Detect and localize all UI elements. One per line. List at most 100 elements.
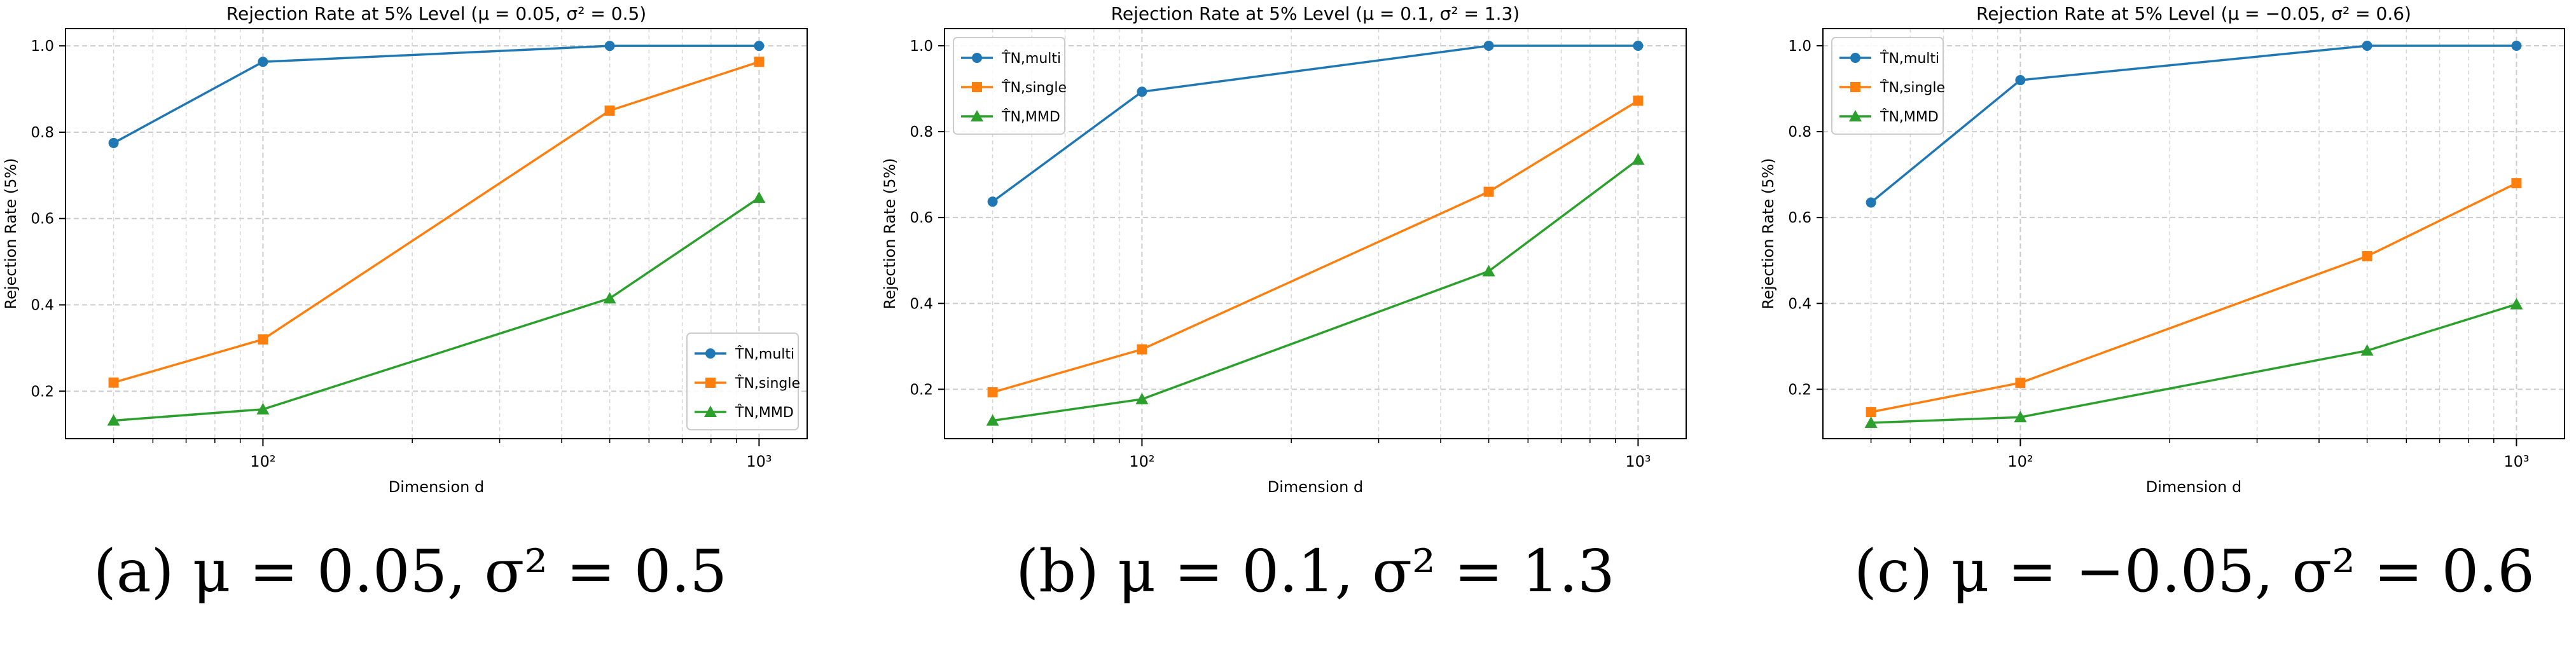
legend-label-1: T̂N,multi [735,346,794,362]
data-point-series-1 [754,41,765,51]
y-axis-label: Rejection Rate (5%) [1759,158,1777,309]
legend-label-2: T̂N,single [735,375,800,392]
legend-label-3: T̂N,MMD [1880,109,1939,125]
legend: T̂N,multi T̂N,single T̂N,MMD [686,332,800,430]
data-point-series-2 [2015,378,2026,388]
panel-caption-1: (a) μ = 0.05, σ² = 0.5 [93,537,727,605]
x-axis-label: Dimension d [389,478,484,496]
legend: T̂N,multi T̂N,single T̂N,MMD [953,37,1067,135]
legend-label-2: T̂N,single [1880,79,1945,96]
series-line-2 [113,60,759,384]
data-point-series-2 [1483,186,1494,197]
data-point-series-1 [1633,41,1644,51]
data-point-series-1 [258,57,268,67]
series-line-3 [992,158,1639,422]
y-tick-label: 0.4 [910,296,933,312]
x-axis-label: Dimension d [1268,478,1363,496]
chart-panel-2: 0.2 0.4 0.6 0.8 1.0 10² 10³ Rejection Rate at 5… [881,3,1687,496]
legend-marker-2 [1850,82,1860,92]
panel-caption-2: (b) μ = 0.1, σ² = 1.3 [1016,537,1615,605]
data-point-series-3 [1864,416,1878,428]
y-tick-label: 1.0 [910,38,933,55]
data-point-series-3 [2360,344,2374,356]
data-point-series-2 [1137,344,1147,355]
x-tick-label: 10² [1129,453,1154,470]
data-point-series-3 [1482,264,1495,277]
plot-frame [1822,28,2565,439]
legend-marker-1 [705,348,716,359]
legend-marker-3 [1849,110,1862,121]
series-line-2 [992,99,1639,394]
data-point-series-3 [107,414,120,426]
data-point-series-1 [2511,41,2522,51]
series-line-1 [992,45,1638,203]
legend-marker-2 [972,82,982,92]
data-point-series-2 [1866,407,1876,418]
x-tick-label: 10³ [2503,453,2529,470]
data-point-series-1 [1483,41,1494,51]
series-line-1 [113,45,759,144]
data-point-series-1 [2015,75,2026,86]
y-axis-label: Rejection Rate (5%) [2,158,20,309]
data-point-series-2 [754,57,765,67]
data-point-series-3 [752,191,766,203]
y-tick-label: 0.6 [31,211,54,228]
y-axis-label: Rejection Rate (5%) [881,158,899,309]
y-tick-label: 0.2 [31,383,54,400]
data-point-series-2 [2511,178,2522,189]
data-point-series-2 [2362,250,2372,261]
legend-marker-3 [971,110,983,121]
data-point-series-2 [1633,95,1644,106]
panel-caption-3: (c) μ = −0.05, σ² = 0.6 [1854,537,2535,605]
data-point-series-3 [256,402,270,415]
data-point-series-3 [1135,392,1149,404]
y-tick-label: 1.0 [31,38,54,55]
legend-marker-1 [972,53,982,63]
data-point-series-1 [2362,41,2372,51]
series-line-3 [113,196,760,422]
y-tick-label: 0.2 [1788,381,1811,398]
series-line-2 [1871,182,2517,413]
series-line-3 [1871,303,2517,424]
legend-box [953,37,1065,135]
series-line-1 [1870,45,2517,203]
legend-marker-1 [1850,53,1860,63]
y-tick-label: 0.6 [1788,210,1811,226]
data-point-series-2 [604,106,615,116]
data-point-series-1 [604,41,615,51]
y-tick-label: 0.8 [1788,124,1811,141]
data-point-series-3 [1631,153,1645,165]
data-point-series-3 [603,292,616,304]
x-tick-label: 10³ [1625,453,1651,470]
legend-label-1: T̂N,multi [1001,50,1061,67]
plot-frame [944,28,1687,439]
y-tick-label: 0.2 [910,381,933,398]
plot-frame [65,28,808,439]
data-point-series-1 [1866,197,1876,208]
data-point-series-1 [987,196,998,207]
y-tick-label: 0.8 [31,125,54,141]
legend-box [1831,37,1944,135]
chart-title: Rejection Rate at 5% Level (μ = −0.05, σ… [1976,3,2411,24]
y-tick-label: 0.6 [910,210,933,226]
y-tick-label: 0.8 [910,124,933,141]
chart-panel-3: 0.2 0.4 0.6 0.8 1.0 10² 10³ Rejection Rate at 5… [1759,3,2565,496]
chart-panel-1: 0.2 0.4 0.6 0.8 1.0 10² 10³ Rejection Rate at 5… [2,3,808,496]
data-point-series-1 [108,137,119,148]
legend-label-1: T̂N,multi [1880,50,1939,67]
x-tick-label: 10² [250,453,275,470]
legend: T̂N,multi T̂N,single T̂N,MMD [1831,37,1945,135]
legend-box [686,332,799,430]
y-tick-label: 0.4 [1788,296,1811,312]
x-tick-label: 10² [2007,453,2033,470]
legend-label-2: T̂N,single [1001,79,1067,96]
x-tick-label: 10³ [746,453,772,470]
legend-label-3: T̂N,MMD [735,404,794,421]
y-tick-label: 1.0 [1788,38,1811,55]
data-point-series-3 [2510,298,2523,310]
x-axis-label: Dimension d [2146,478,2241,496]
legend-marker-2 [705,378,716,388]
data-point-series-2 [258,334,268,345]
y-tick-label: 0.4 [31,298,54,314]
